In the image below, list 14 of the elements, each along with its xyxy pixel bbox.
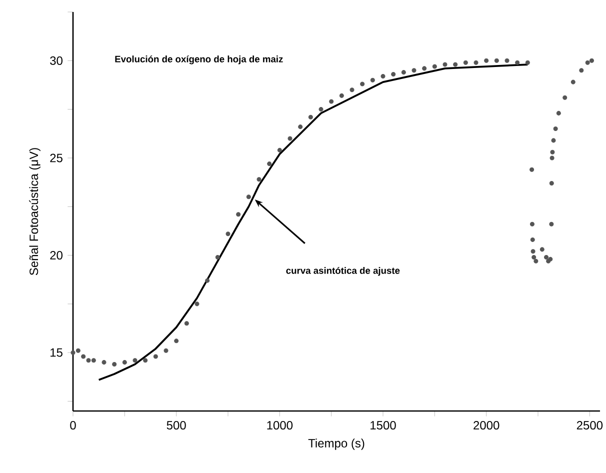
y-tick-label: 30 <box>50 56 62 65</box>
x-axis-title: Tiempo (s) <box>308 438 364 450</box>
annotation: Evolución de oxígeno de hoja de maiz <box>115 55 283 64</box>
x-tick-label: 1500 <box>370 421 396 430</box>
annotation: curva asintótica de ajuste <box>286 266 400 276</box>
y-axis-title: Señal Fotoacústica (μV) <box>29 148 40 276</box>
y-tick-label: 25 <box>50 154 62 162</box>
x-tick-label: 1000 <box>267 421 293 430</box>
y-tick-label: 15 <box>50 348 62 357</box>
x-tick-label: 2000 <box>474 421 500 430</box>
x-tick-label: 500 <box>166 421 186 430</box>
y-tick-label: 20 <box>50 251 62 260</box>
x-tick-label: 0 <box>70 421 76 430</box>
x-tick-label: 2500 <box>576 421 603 430</box>
